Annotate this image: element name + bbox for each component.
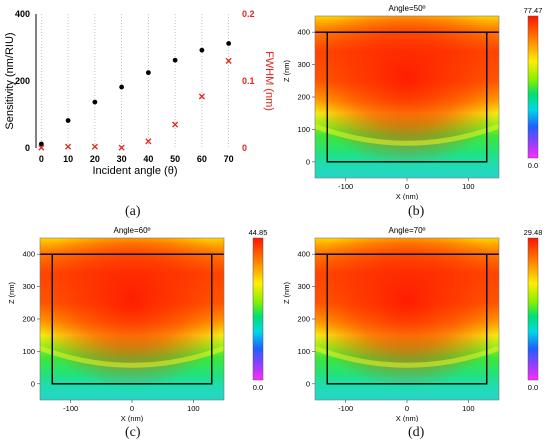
field-hotspot (315, 16, 499, 178)
colorbar (527, 237, 539, 381)
sensitivity-point (65, 118, 71, 123)
nanostructure-outline (51, 253, 213, 385)
y-tick-label: 400 (297, 250, 310, 259)
y-tick-label: 200 (297, 315, 310, 324)
x-tick-label: 30 (117, 154, 127, 164)
sensitivity-point (172, 57, 178, 63)
y-axis-title: Sensitivity (nm/RIU) (4, 32, 16, 129)
scatter-chart-sensitivity-fwhm: 0 10 20 30 40 50 60 70 0 200 400 0 0.1 0.2 Incident an… (4, 9, 275, 177)
colorbar (527, 15, 539, 159)
x-tick-label: 100 (462, 404, 475, 413)
field-hotspot (40, 238, 224, 400)
colorbar-min-label: 0.0 (253, 383, 263, 392)
field-band (39, 345, 225, 368)
colorbar-min-label: 0.0 (528, 383, 538, 392)
x-tick-label: 0 (405, 404, 409, 413)
caption-b: (b) (408, 204, 425, 219)
x-tick-label: 0 (130, 404, 134, 413)
colorbar-max-label: 29.48 (524, 228, 543, 237)
fwhm-point (145, 138, 152, 145)
caption-c: (c) (125, 425, 141, 440)
sensitivity-point (38, 141, 44, 147)
x-tick-label: 70 (224, 154, 234, 164)
colorbar (252, 237, 264, 381)
x-axis-title: Incident angle (θ) (93, 165, 178, 177)
sensitivity-point (119, 84, 125, 90)
y-axis-title: Z (nm) (282, 59, 291, 82)
fwhm-point (118, 144, 125, 151)
x-tick-label: -100 (338, 182, 353, 191)
heatmap-title: Angle=70º (389, 226, 426, 235)
sensitivity-point (226, 41, 232, 46)
x-axis-title: X (nm) (121, 414, 144, 422)
x-tick-label: 10 (63, 154, 73, 164)
y-tick-label: 100 (297, 347, 310, 356)
nanostructure-outline (326, 253, 488, 385)
nanostructure-outline (326, 31, 488, 163)
x-tick-label: -100 (63, 404, 78, 413)
caption-a: (a) (125, 204, 141, 219)
y-tick-label: 100 (297, 125, 310, 134)
sensitivity-point (92, 99, 98, 105)
y2-tick-label: 0 (242, 143, 247, 153)
y-tick-label: 0 (306, 379, 310, 388)
x-tick-label: 40 (143, 154, 153, 164)
y-tick-label: 400 (297, 28, 310, 37)
x-tick-label: 20 (90, 154, 100, 164)
y-tick-label: 400 (15, 9, 30, 19)
fwhm-point (38, 144, 45, 151)
x-tick-label: 50 (170, 154, 180, 164)
y2-tick-label: 0.2 (242, 9, 255, 19)
y-tick-label: 400 (22, 250, 35, 259)
x-tick-label: 100 (462, 182, 475, 191)
colorbar-min-label: 0.0 (528, 161, 538, 170)
heatmap-panel-d: Angle=70º 0 100 200 300 400 -100 0 100 X (nm) Z (n… (282, 226, 543, 422)
y-tick-label: 0 (25, 143, 30, 153)
fwhm-point (172, 121, 179, 128)
heatmap-panel-b: Angle=50º 0 100 200 300 400 -100 0 100 X (nm) Z (n… (282, 4, 543, 200)
x-tick-label: 100 (187, 404, 200, 413)
fwhm-point (198, 93, 205, 100)
y-tick-label: 300 (297, 60, 310, 69)
y-tick-label: 200 (297, 93, 310, 102)
caption-d: (d) (408, 425, 425, 440)
x-tick-label: 0 (405, 182, 409, 191)
y-tick-label: 300 (297, 282, 310, 291)
y-tick-label: 300 (22, 282, 35, 291)
y-tick-label: 200 (15, 76, 30, 86)
y-tick-label: 0 (31, 379, 35, 388)
field-band (314, 123, 500, 146)
x-axis-title: X (nm) (396, 414, 419, 422)
fwhm-point (225, 57, 232, 64)
heatmap-title: Angle=60º (114, 226, 151, 235)
y-tick-label: 200 (22, 315, 35, 324)
heatmap-panel-c: Angle=60º 0 100 200 300 400 -100 0 100 X (nm) Z (n… (7, 226, 268, 422)
y2-tick-label: 0.1 (242, 76, 255, 86)
field-band (314, 345, 500, 368)
sensitivity-point (145, 70, 151, 76)
x-tick-label: -100 (338, 404, 353, 413)
field-hotspot (315, 238, 499, 400)
y-axis-title: Z (nm) (7, 281, 16, 304)
sensitivity-point (199, 47, 205, 53)
colorbar-max-label: 77.47 (524, 6, 543, 15)
y-tick-label: 0 (306, 157, 310, 166)
x-tick-label: 60 (197, 154, 207, 164)
x-axis-title: X (nm) (396, 192, 419, 200)
colorbar-max-label: 44.85 (249, 228, 268, 237)
y-tick-label: 100 (22, 347, 35, 356)
y-axis-title: Z (nm) (282, 281, 291, 304)
x-tick-label: 0 (39, 154, 44, 164)
y2-axis-title: FWHM (nm) (263, 51, 275, 111)
heatmap-title: Angle=50º (389, 4, 426, 13)
fwhm-point (65, 143, 72, 150)
fwhm-point (91, 143, 98, 150)
